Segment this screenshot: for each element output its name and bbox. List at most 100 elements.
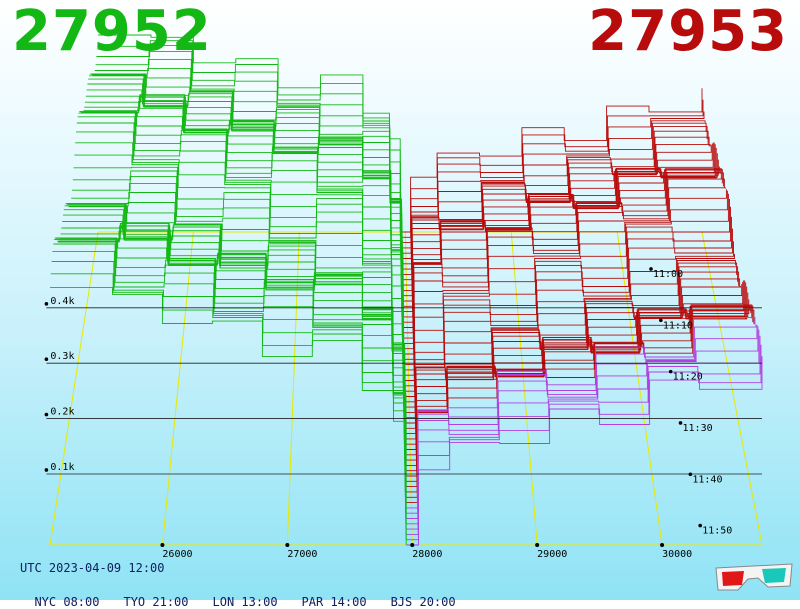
time-axis-ticks: 11:00 11:10 11:20 11:30 11:40 11:50 bbox=[649, 267, 732, 537]
asks-depth-line bbox=[400, 122, 707, 254]
bids-depth-line bbox=[50, 286, 407, 545]
asks-depth-line bbox=[400, 120, 706, 249]
asks-depth-line bbox=[405, 306, 751, 482]
floor-gridline-30000 bbox=[616, 231, 663, 546]
bids-depth-line bbox=[78, 112, 404, 360]
asks-depth-line bbox=[403, 216, 732, 387]
floor-left-edge bbox=[49, 231, 99, 546]
y-tick-label: 0.1k bbox=[50, 462, 74, 473]
asks-depth-line bbox=[403, 228, 733, 392]
x-axis-ticks: 26000 27000 28000 29000 30000 bbox=[160, 543, 692, 560]
y-axis-ticks: 0.1k 0.2k 0.3k 0.4k bbox=[44, 296, 762, 475]
bids-depth-line bbox=[53, 243, 407, 524]
x-tick-label: 27000 bbox=[287, 549, 317, 560]
asks-depth-line bbox=[400, 88, 703, 233]
y-tick-label: 0.2k bbox=[50, 407, 74, 418]
utc-time: UTC 2023-04-09 12:00 bbox=[20, 561, 165, 575]
y-tick-label: 0.4k bbox=[50, 296, 74, 307]
bids-depth-line bbox=[85, 94, 403, 317]
x-tick-label: 29000 bbox=[537, 549, 567, 560]
depth-snapshot-lines bbox=[50, 34, 763, 546]
asks-depth-line bbox=[405, 299, 750, 477]
time-tick-dot bbox=[649, 267, 653, 271]
bids-depth-line bbox=[72, 175, 404, 402]
time-tick-label: 11:20 bbox=[673, 372, 703, 383]
asks-depth-line bbox=[401, 142, 714, 291]
asks-depth-line bbox=[402, 159, 719, 318]
y-tick-dot bbox=[44, 412, 49, 417]
asks-depth-line bbox=[402, 190, 728, 366]
bids-depth-line bbox=[57, 238, 406, 498]
asks-depth-line bbox=[404, 284, 743, 440]
asks-depth-line bbox=[405, 306, 752, 488]
asks-depth-line bbox=[403, 260, 737, 408]
bid-price: 27952 bbox=[12, 0, 212, 64]
x-tick-label: 30000 bbox=[662, 549, 692, 560]
asks-depth-line bbox=[404, 281, 744, 445]
asks-depth-line bbox=[402, 169, 721, 328]
x-tick-dot bbox=[410, 543, 415, 547]
timezone-list: NYC 08:00 TYO 21:00 LON 13:00 PAR 14:00 BJS … bbox=[20, 581, 480, 609]
x-tick-dot bbox=[285, 543, 290, 547]
time-tick-label: 11:00 bbox=[653, 269, 683, 280]
y-tick-dot bbox=[44, 357, 49, 361]
timezone-tyo: TYO 21:00 bbox=[123, 595, 189, 609]
asks-depth-line bbox=[403, 266, 739, 419]
asks-depth-line bbox=[406, 335, 761, 535]
asks-depth-line bbox=[403, 193, 729, 371]
timezone-nyc: NYC 08:00 bbox=[34, 595, 100, 609]
timezone-par: PAR 14:00 bbox=[301, 595, 367, 609]
asks-depth-line bbox=[401, 143, 711, 275]
asks-depth-line bbox=[405, 324, 758, 519]
asks-depth-line bbox=[406, 326, 759, 525]
asks-depth-line bbox=[406, 356, 763, 546]
timezone-lon: LON 13:00 bbox=[212, 595, 278, 609]
time-tick-label: 11:50 bbox=[702, 526, 732, 537]
time-tick-dot bbox=[668, 369, 673, 374]
time-tick-dot bbox=[659, 318, 663, 323]
asks-depth-line bbox=[404, 292, 749, 472]
3d-glasses-icon[interactable] bbox=[712, 560, 796, 592]
asks-depth-line bbox=[400, 126, 708, 259]
floor-gridline-28000 bbox=[404, 231, 413, 546]
floor-gridline-27000 bbox=[286, 231, 300, 546]
x-tick-label: 28000 bbox=[412, 549, 442, 560]
asks-depth-line bbox=[403, 199, 730, 376]
bids-depth-line bbox=[82, 100, 403, 333]
asks-depth-line bbox=[401, 144, 716, 302]
y-tick-dot bbox=[44, 302, 49, 306]
asks-depth-line bbox=[401, 142, 715, 297]
bids-depth-line bbox=[86, 89, 403, 307]
x-tick-dot bbox=[660, 543, 665, 547]
x-tick-label: 26000 bbox=[162, 549, 192, 560]
asks-depth-line bbox=[403, 262, 738, 413]
asks-depth-line bbox=[406, 344, 762, 541]
asks-depth-line bbox=[405, 304, 753, 493]
time-tick-label: 11:10 bbox=[663, 320, 693, 331]
asks-depth-line bbox=[403, 253, 735, 403]
y-tick-dot bbox=[44, 468, 49, 472]
bids-depth-line bbox=[52, 250, 407, 530]
bids-depth-line bbox=[61, 225, 406, 471]
asks-depth-line bbox=[403, 241, 734, 397]
asks-depth-line bbox=[402, 178, 725, 350]
bids-depth-line bbox=[58, 230, 406, 492]
asks-depth-line bbox=[401, 153, 718, 313]
x-tick-dot bbox=[535, 543, 540, 547]
timezone-bjs: BJS 20:00 bbox=[390, 595, 456, 609]
bids-depth-line bbox=[71, 183, 405, 408]
y-tick-label: 0.3k bbox=[50, 351, 74, 362]
bids-depth-line bbox=[51, 261, 407, 535]
asks-depth-line bbox=[403, 206, 731, 381]
floor-right-edge bbox=[701, 231, 763, 546]
time-tick-dot bbox=[698, 523, 702, 528]
floor-gridline-26000 bbox=[161, 231, 194, 546]
bids-depth-line bbox=[76, 122, 404, 370]
asks-depth-line bbox=[404, 282, 747, 461]
x-tick-dot bbox=[160, 543, 165, 547]
time-tick-dot bbox=[688, 472, 693, 477]
asks-depth-line bbox=[404, 280, 746, 456]
asks-depth-line bbox=[400, 111, 705, 244]
floor-gridline-29000 bbox=[510, 231, 538, 546]
